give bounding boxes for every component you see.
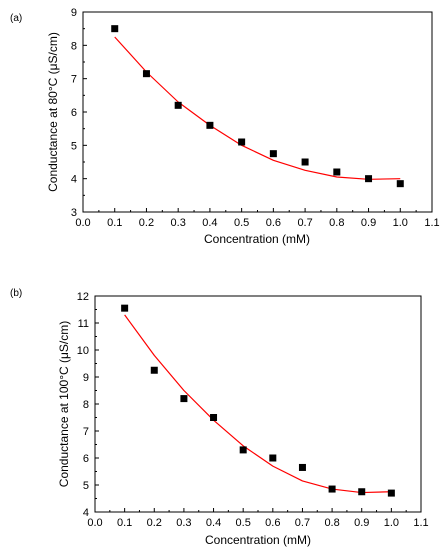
panel-b-data-point bbox=[180, 395, 188, 403]
panel-a-x-axis-title: Concentration (mM) bbox=[204, 232, 310, 246]
panel-a-data-point bbox=[365, 175, 373, 183]
panel-b-x-tick-label: 0.8 bbox=[324, 517, 339, 529]
panel-a-data-point bbox=[111, 25, 119, 33]
panel-b-ticks: 0.0 0.1 0.2 0.3 0.4 0.5 0.6 0.7 0.8 0.9 1.0 1.1 4 5 6 7… bbox=[77, 291, 429, 529]
panel-b-x-tick-label: 0.4 bbox=[206, 517, 221, 529]
panel-a-x-tick-label: 1.0 bbox=[393, 217, 408, 229]
panel-a-x-tick-label: 0.5 bbox=[234, 217, 249, 229]
panel-a-data-point bbox=[174, 101, 182, 109]
panel-a-data-point bbox=[269, 150, 277, 158]
panel-b-data-point bbox=[269, 454, 277, 462]
panel-a-y-tick-label: 8 bbox=[71, 40, 77, 52]
panel-a-y-tick-label: 5 bbox=[71, 140, 77, 152]
panel-b-data-point bbox=[210, 414, 218, 421]
panel-b-y-tick-label: 6 bbox=[83, 453, 89, 465]
panel-a-data-point bbox=[142, 70, 150, 78]
panel-a-x-tick-label: 0.1 bbox=[107, 217, 122, 229]
panel-b-data-point bbox=[387, 489, 395, 497]
panel-a-x-tick-label: 0.7 bbox=[297, 217, 312, 229]
panel-b-data-point bbox=[239, 446, 247, 454]
panel-b-data-point bbox=[298, 463, 306, 471]
panel-a-data-point bbox=[333, 168, 341, 176]
panel-a-data-point bbox=[238, 138, 246, 146]
panel-b-data-point bbox=[121, 304, 129, 312]
panel-b-y-axis-title: Conductance at 100°C (μS/cm) bbox=[57, 321, 71, 487]
panel-b-data-point bbox=[328, 485, 336, 493]
panel-b-label: (b) bbox=[10, 288, 22, 299]
panel-a-label: (a) bbox=[10, 13, 22, 24]
panel-b-x-tick-label: 1.0 bbox=[384, 517, 399, 529]
panel-b-x-tick-label: 1.1 bbox=[413, 517, 428, 529]
panel-a-data-point bbox=[301, 158, 309, 166]
panel-a-x-tick-label: 0.3 bbox=[171, 217, 186, 229]
panel-b-x-tick-label: 0.1 bbox=[117, 517, 132, 529]
panel-a-fit-curve bbox=[114, 36, 401, 180]
panel-b-x-tick-label: 0.2 bbox=[147, 517, 162, 529]
panel-a-y-tick-label: 7 bbox=[71, 74, 77, 86]
panel-a-y-tick-label: 3 bbox=[71, 207, 77, 219]
panel-b-y-tick-label: 4 bbox=[83, 507, 89, 519]
panel-b-x-tick-label: 0.9 bbox=[354, 517, 369, 529]
chart-panel-b: (b) 0.0 0.1 0.2 0.3 0.4 0.5 0.6 0.7 0.8 0.9 1.0 1.1… bbox=[10, 288, 429, 547]
panel-b-y-tick-label: 9 bbox=[83, 372, 89, 384]
panel-a-data-point bbox=[396, 180, 404, 188]
panel-a-data-point bbox=[206, 121, 214, 129]
panel-b-data-points bbox=[121, 304, 395, 497]
panel-b-x-tick-label: 0.7 bbox=[295, 517, 310, 529]
panel-b-y-tick-label: 12 bbox=[77, 291, 89, 303]
panel-b-fit-curve bbox=[124, 314, 392, 494]
panel-a-fit-line bbox=[114, 36, 401, 180]
panel-b-x-tick-label: 0.0 bbox=[87, 517, 102, 529]
panel-a-x-tick-label: 0.8 bbox=[329, 217, 344, 229]
panel-b-x-axis-title: Concentration (mM) bbox=[205, 533, 311, 547]
panel-b-fit-line bbox=[124, 314, 392, 494]
panel-a-x-tick-label: 0.4 bbox=[202, 217, 217, 229]
panel-b-y-tick-label: 8 bbox=[83, 399, 89, 411]
panel-a-y-tick-label: 9 bbox=[71, 7, 77, 19]
panel-a-y-tick-label: 6 bbox=[71, 107, 77, 119]
panel-b-data-point bbox=[358, 488, 366, 496]
chart-panel-a: (a) 0.0 0.1 0.2 0.3 0.4 0.5 0.6 0.7 0.8 0.9 1.0 1.1… bbox=[10, 7, 440, 246]
panel-b-x-tick-label: 0.6 bbox=[265, 517, 280, 529]
panel-a-ticks: 0.0 0.1 0.2 0.3 0.4 0.5 0.6 0.7 0.8 0.9 1.0 1.1 3 4 5 6… bbox=[71, 7, 440, 229]
panel-b-x-tick-label: 0.5 bbox=[236, 517, 251, 529]
panel-a-data-points bbox=[111, 25, 404, 188]
panel-a-x-tick-label: 0.0 bbox=[75, 217, 90, 229]
panel-a-y-axis-title: Conductance at 80°C (μS/cm) bbox=[46, 32, 60, 192]
panel-b-x-tick-label: 0.3 bbox=[176, 517, 191, 529]
panel-a-y-tick-label: 4 bbox=[71, 174, 77, 186]
panel-a-x-tick-label: 0.6 bbox=[266, 217, 281, 229]
panel-b-y-tick-label: 5 bbox=[83, 480, 89, 492]
panel-b-data-point bbox=[150, 366, 158, 374]
panel-a-plot-frame bbox=[82, 11, 433, 213]
panel-b-plot-frame bbox=[94, 295, 422, 513]
panel-b-y-tick-label: 11 bbox=[78, 318, 89, 330]
panel-b-y-tick-label: 10 bbox=[77, 345, 89, 357]
panel-a-x-tick-label: 1.1 bbox=[424, 217, 439, 229]
panel-b-y-tick-label: 7 bbox=[83, 426, 89, 438]
panel-a-x-tick-label: 0.9 bbox=[361, 217, 376, 229]
panel-a-x-tick-label: 0.2 bbox=[139, 217, 154, 229]
